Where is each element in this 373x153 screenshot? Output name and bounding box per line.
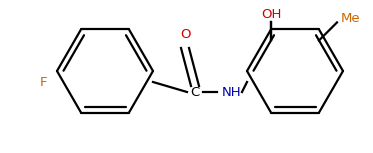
Text: NH: NH	[222, 86, 242, 99]
Text: C: C	[190, 86, 200, 99]
Text: OH: OH	[261, 8, 281, 21]
Text: O: O	[180, 28, 190, 41]
Text: Me: Me	[341, 12, 361, 25]
Text: F: F	[39, 75, 47, 88]
